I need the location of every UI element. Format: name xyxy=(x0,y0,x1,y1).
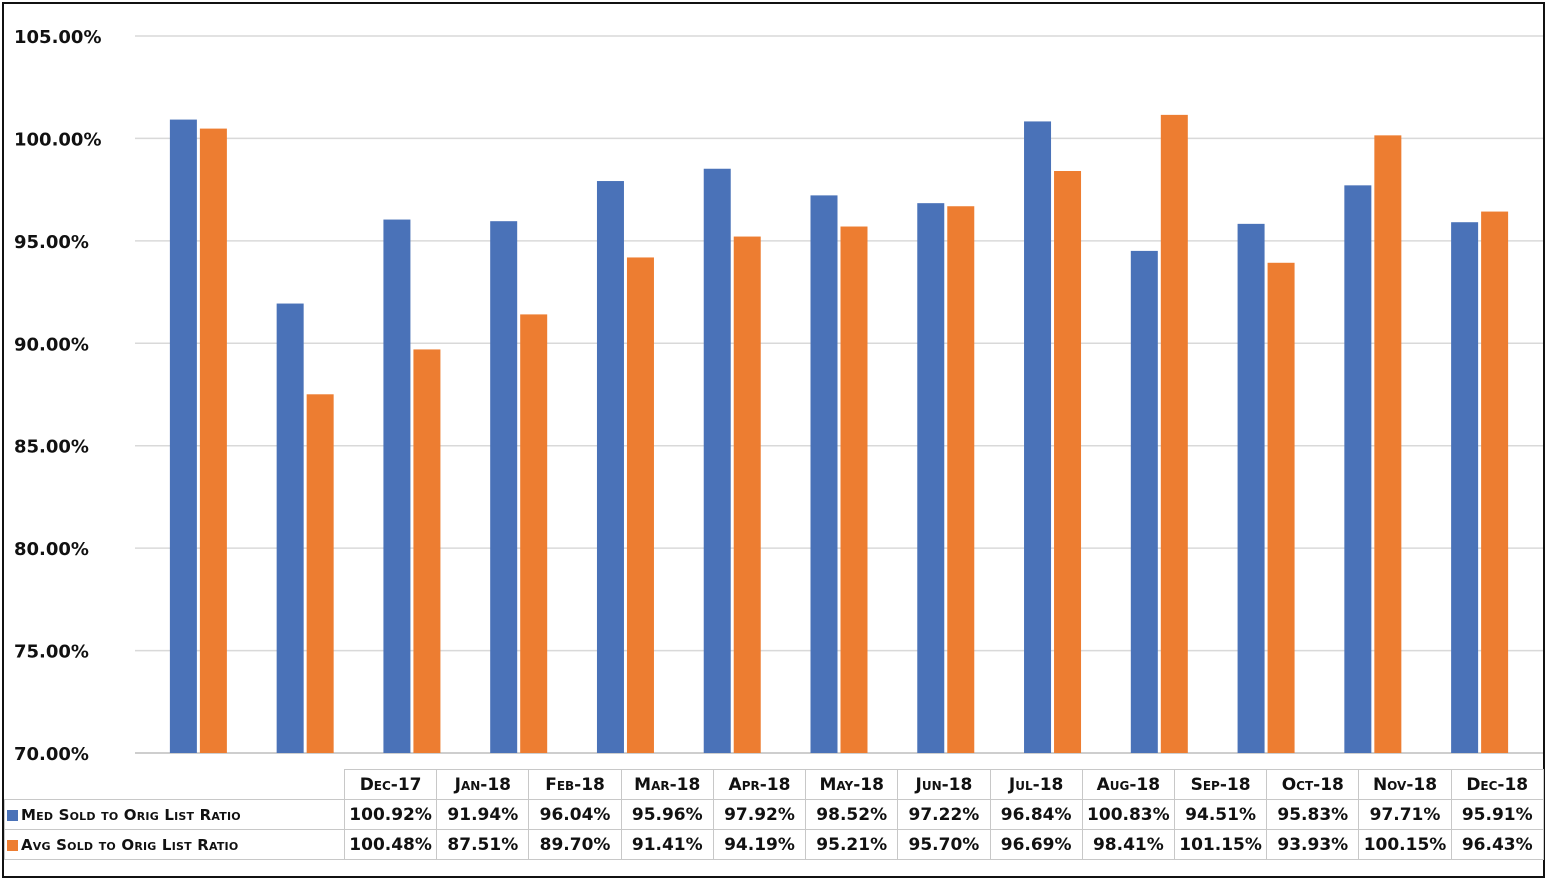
data-value-cell: 101.15% xyxy=(1173,829,1268,860)
bar-med-dec-17 xyxy=(169,119,197,753)
bar-med-jun-18 xyxy=(810,195,838,754)
x-category-label: Dec-17 xyxy=(343,769,438,800)
y-tick-label: 95.00% xyxy=(14,232,89,253)
data-value-cell: 95.21% xyxy=(805,829,899,860)
data-value-cell: 100.92% xyxy=(343,799,438,830)
y-tick-label: 80.00% xyxy=(14,539,89,560)
data-value-cell: 100.15% xyxy=(1358,829,1452,860)
bar-avg-dec-17 xyxy=(199,128,227,753)
data-value-cell: 91.41% xyxy=(620,829,714,860)
data-value-cell: 89.70% xyxy=(528,829,622,860)
data-table-header-row: Dec-17 Jan-18 Feb-18 Mar-18 Apr-18 May-18 Jun-… xyxy=(4,769,1544,800)
x-category-label: May-18 xyxy=(805,769,899,800)
data-value-cell: 95.96% xyxy=(620,799,714,830)
x-category-label: Oct-18 xyxy=(1266,769,1360,800)
data-table-row: Med Sold to Orig List Ratio 100.92% 91.94%… xyxy=(4,799,1544,830)
bar-avg-oct-18 xyxy=(1267,262,1295,753)
bar-series xyxy=(169,114,1509,754)
data-value-cell: 97.71% xyxy=(1358,799,1452,830)
bar-avg-nov-18 xyxy=(1374,135,1402,753)
y-tick-label: 70.00% xyxy=(14,744,89,765)
bar-avg-dec-18 xyxy=(1481,211,1509,754)
bar-avg-jun-18 xyxy=(840,226,868,753)
bar-med-oct-18 xyxy=(1237,223,1265,753)
bar-avg-sep-18 xyxy=(1160,114,1188,754)
x-category-label: Aug-18 xyxy=(1081,769,1175,800)
data-value-cell: 95.83% xyxy=(1266,799,1360,830)
data-value-cell: 96.84% xyxy=(989,799,1083,830)
bar-med-feb-18 xyxy=(383,219,411,753)
data-value-cell: 96.43% xyxy=(1450,829,1544,860)
x-category-label: Jan-18 xyxy=(436,769,530,800)
x-category-label: Dec-18 xyxy=(1450,769,1544,800)
bar-avg-jul-18 xyxy=(947,206,975,754)
bar-avg-apr-18 xyxy=(626,257,654,753)
x-category-label: Jun-18 xyxy=(897,769,991,800)
x-category-label: Sep-18 xyxy=(1173,769,1268,800)
bar-med-sep-18 xyxy=(1130,250,1158,753)
x-category-label: Mar-18 xyxy=(620,769,714,800)
series-name: Avg Sold to Orig List Ratio xyxy=(21,835,239,854)
gridlines xyxy=(135,35,1543,754)
bar-med-apr-18 xyxy=(596,181,624,753)
bar-avg-feb-18 xyxy=(413,349,441,753)
y-tick-label: 100.00% xyxy=(14,129,102,150)
table-corner xyxy=(4,769,345,800)
data-value-cell: 97.22% xyxy=(897,799,991,830)
legend-entry: Med Sold to Orig List Ratio xyxy=(4,799,345,830)
data-value-cell: 96.69% xyxy=(989,829,1083,860)
legend-swatch xyxy=(7,809,18,821)
bar-avg-aug-18 xyxy=(1054,171,1082,753)
bar-med-nov-18 xyxy=(1344,185,1372,754)
y-tick-label: 85.00% xyxy=(14,437,89,458)
legend-swatch xyxy=(7,839,18,851)
data-value-cell: 87.51% xyxy=(436,829,530,860)
data-value-cell: 98.52% xyxy=(805,799,899,830)
bar-med-jan-18 xyxy=(276,303,304,753)
x-category-label: Nov-18 xyxy=(1358,769,1452,800)
bar-avg-jan-18 xyxy=(306,394,334,753)
bar-med-jul-18 xyxy=(917,203,945,753)
y-axis-tick-labels: 70.00% 75.00% 80.00% 85.00% 90.00% 95.00% 100.… xyxy=(14,27,102,765)
series-name: Med Sold to Orig List Ratio xyxy=(21,805,241,824)
data-value-cell: 94.19% xyxy=(712,829,807,860)
bar-med-aug-18 xyxy=(1024,121,1052,754)
data-value-cell: 97.92% xyxy=(712,799,807,830)
x-category-label: Apr-18 xyxy=(712,769,807,800)
y-tick-label: 90.00% xyxy=(14,334,89,355)
data-value-cell: 95.70% xyxy=(897,829,991,860)
data-value-cell: 93.93% xyxy=(1266,829,1360,860)
bar-med-mar-18 xyxy=(490,221,518,753)
data-value-cell: 100.83% xyxy=(1081,799,1175,830)
y-tick-label: 75.00% xyxy=(14,642,89,663)
data-value-cell: 98.41% xyxy=(1081,829,1175,860)
y-tick-label: 105.00% xyxy=(14,27,102,48)
x-category-label: Feb-18 xyxy=(528,769,622,800)
data-table-row: Avg Sold to Orig List Ratio 100.48% 87.51%… xyxy=(4,829,1544,860)
bar-med-may-18 xyxy=(703,168,731,753)
legend-entry: Avg Sold to Orig List Ratio xyxy=(4,829,345,860)
data-value-cell: 100.48% xyxy=(343,829,438,860)
bar-avg-mar-18 xyxy=(520,314,548,753)
data-value-cell: 96.04% xyxy=(528,799,622,830)
bar-med-dec-18 xyxy=(1451,222,1479,753)
data-value-cell: 94.51% xyxy=(1173,799,1268,830)
x-category-label: Jul-18 xyxy=(989,769,1083,800)
data-table: Dec-17 Jan-18 Feb-18 Mar-18 Apr-18 May-18 Jun-… xyxy=(4,769,1544,860)
bar-avg-may-18 xyxy=(733,236,761,753)
data-value-cell: 91.94% xyxy=(436,799,530,830)
data-value-cell: 95.91% xyxy=(1450,799,1544,830)
